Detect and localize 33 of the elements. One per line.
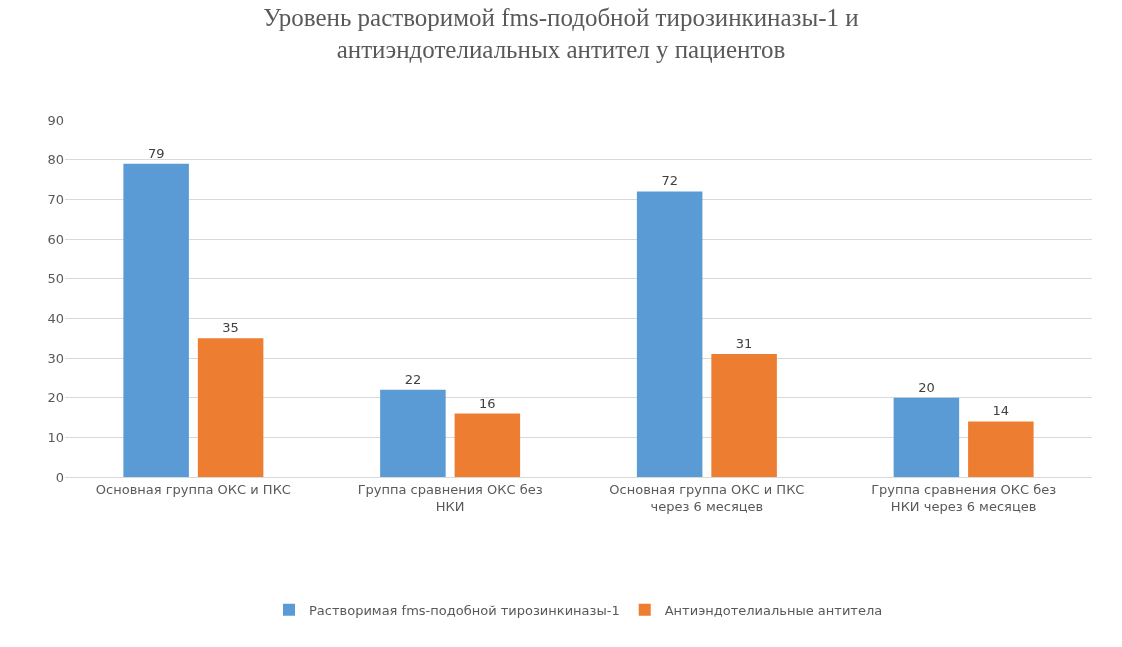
- chart-title: Уровень растворимой fms-подобной тирозинкиназы-1 и антиэндотелиальных антител у пациентов: [263, 3, 859, 64]
- y-tick-label: 40: [47, 310, 64, 326]
- x-tick-label: Группа сравнения ОКС без НКИ через 6 месяцев: [871, 481, 1057, 514]
- data-label: 20: [918, 379, 935, 395]
- bar: [711, 354, 777, 477]
- legend-label: Растворимая fms-подобной тирозинкиназы-1: [309, 602, 620, 618]
- y-tick-label: 20: [47, 390, 64, 406]
- x-tick-label: Основная группа ОКС и ПКС: [95, 481, 291, 497]
- y-tick-label: 50: [47, 271, 64, 287]
- data-label: 31: [735, 336, 753, 352]
- x-tick-label: Основная группа ОКС и ПКС через 6 месяцев: [609, 481, 805, 514]
- bar: [197, 338, 264, 477]
- y-tick-label: 70: [47, 191, 64, 207]
- data-label: 14: [992, 403, 1010, 419]
- y-tick-label: 0: [55, 469, 64, 485]
- bar: [636, 191, 703, 477]
- bar: [968, 421, 1034, 477]
- bar: [893, 397, 960, 477]
- data-label: 16: [479, 395, 496, 411]
- y-tick-label: 30: [47, 350, 64, 366]
- data-label: 35: [222, 320, 239, 336]
- data-label: 22: [404, 371, 422, 387]
- bar: [454, 413, 521, 477]
- bar: [380, 389, 446, 477]
- data-label: 72: [661, 173, 678, 189]
- data-label: 79: [147, 145, 165, 161]
- bar: [123, 163, 189, 477]
- legend-label: Антиэндотелиальные антитела: [664, 602, 883, 618]
- y-tick-label: 80: [47, 152, 64, 168]
- x-tick-label: Группа сравнения ОКС без НКИ: [357, 481, 543, 514]
- y-tick-label: 90: [47, 112, 64, 128]
- y-tick-label: 10: [47, 429, 64, 445]
- y-tick-label: 60: [47, 231, 64, 247]
